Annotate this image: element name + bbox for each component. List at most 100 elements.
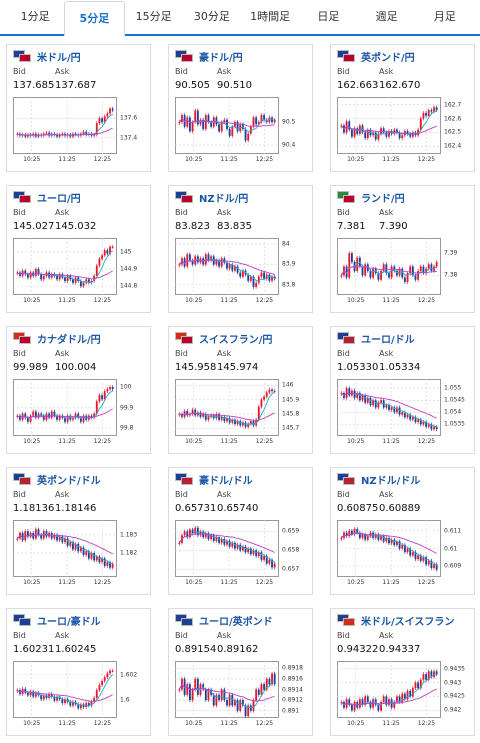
pair-name[interactable]: ランド/円 (361, 193, 405, 205)
pair-name[interactable]: NZドル/円 (199, 193, 249, 205)
rate-card[interactable]: ユーロ/ドル Bid Ask 1.05330 1.05334 1.055 1.0545 1.0… (330, 326, 475, 454)
timeframe-tab[interactable]: 30分足 (193, 10, 230, 23)
y-tick-label: 145 (120, 248, 132, 256)
pair-name[interactable]: 豪ドル/円 (199, 52, 243, 64)
candle-up (202, 413, 205, 417)
currency-pair-link[interactable]: ユーロ/豪ドル (13, 613, 101, 628)
mini-candlestick-chart[interactable]: 90.5 90.4 10:25 11:25 12:25 (175, 97, 309, 169)
rate-card[interactable]: ユーロ/英ポンド Bid Ask 0.89154 0.89162 0.8918 0.8916… (168, 608, 313, 736)
rate-card[interactable]: NZドル/ドル Bid Ask 0.60875 0.60889 0.611 0.61 0.60… (330, 467, 475, 595)
candle-down (364, 534, 367, 540)
timeframe-tab[interactable]: 15分足 (135, 10, 172, 23)
candle-down (212, 535, 215, 541)
timeframe-tab[interactable]: 5分足 (64, 1, 125, 36)
y-tick-label: 0.8916 (282, 675, 303, 683)
currency-pair-link[interactable]: NZドル/ドル (337, 472, 421, 487)
mini-candlestick-chart[interactable]: 7.39 7.38 10:25 11:25 12:25 (337, 238, 471, 310)
currency-pair-link[interactable]: NZドル/円 (175, 190, 249, 205)
mini-candlestick-chart[interactable]: 0.611 0.61 0.609 10:25 11:25 12:25 (337, 520, 471, 592)
currency-pair-link[interactable]: ランド/円 (337, 190, 405, 205)
currency-pair-link[interactable]: 豪ドル/円 (175, 49, 243, 64)
mini-candlestick-chart[interactable]: 1.055 1.0545 1.054 1.0535 10:25 11:25 12:25 (337, 379, 471, 451)
mini-candlestick-chart[interactable]: 162.7 162.6 162.5 162.4 10:25 11:25 12:25 (337, 97, 471, 169)
pair-name[interactable]: NZドル/ドル (361, 475, 421, 487)
pair-name[interactable]: 米ドル/円 (37, 52, 81, 64)
candle-up (422, 421, 425, 425)
x-tick-label: 12:25 (255, 579, 274, 586)
pair-name[interactable]: 米ドル/スイスフラン (361, 616, 455, 628)
rate-card[interactable]: カナダドル/円 Bid Ask 99.989 100.004 100 99.9 99.8 10:… (6, 326, 151, 454)
candle-down (369, 270, 372, 278)
rate-card[interactable]: ランド/円 Bid Ask 7.381 7.390 7.39 7.38 10:25 11:25 1… (330, 185, 475, 313)
moving-average-long (178, 533, 275, 553)
mini-candlestick-chart[interactable]: 0.8918 0.8916 0.8914 0.8912 0.891 10:25 11:25 1… (175, 661, 309, 733)
rate-card[interactable]: 英ポンド/ドル Bid Ask 1.18136 1.18146 1.183 1.182 10:… (6, 467, 151, 595)
mini-candlestick-chart[interactable]: 100 99.9 99.8 10:25 11:25 12:25 (13, 379, 147, 451)
candle-up (249, 421, 252, 424)
candle-up (417, 419, 420, 422)
currency-pair-link[interactable]: カナダドル/円 (13, 331, 101, 346)
pair-name[interactable]: ユーロ/英ポンド (199, 616, 273, 628)
ask-value: 0.94337 (379, 644, 421, 655)
y-tick-label: 1.0535 (444, 420, 465, 428)
rate-card[interactable]: スイスフラン/円 Bid Ask 145.958 145.974 146 145.9 145.… (168, 326, 313, 454)
x-tick-label: 12:25 (255, 438, 274, 445)
candle-up (220, 689, 223, 701)
pair-name[interactable]: スイスフラン/円 (199, 334, 273, 346)
pair-name[interactable]: ユーロ/豪ドル (37, 616, 101, 628)
currency-pair-link[interactable]: 豪ドル/ドル (175, 472, 253, 487)
pair-name[interactable]: 英ポンド/ドル (37, 475, 101, 487)
rate-card[interactable]: 豪ドル/円 Bid Ask 90.505 90.510 90.5 90.4 10:25 11:2… (168, 44, 313, 172)
candle-down (361, 266, 364, 276)
currency-pair-link[interactable]: 米ドル/スイスフラン (337, 613, 455, 628)
timeframe-tab[interactable]: 週足 (375, 10, 398, 23)
rate-card[interactable]: 米ドル/円 Bid Ask 137.685 137.687 137.6 137.4 10:25… (6, 44, 151, 172)
rate-card[interactable]: 豪ドル/ドル Bid Ask 0.65731 0.65740 0.659 0.658 0.65… (168, 467, 313, 595)
pair-name[interactable]: ユーロ/ドル (361, 334, 415, 346)
candle-down (430, 110, 433, 112)
currency-pair-link[interactable]: スイスフラン/円 (175, 331, 273, 346)
timeframe-tab[interactable]: 日足 (317, 10, 340, 23)
currency-pair-link[interactable]: ユーロ/円 (13, 190, 81, 205)
candle-up (417, 555, 420, 560)
mini-candlestick-chart[interactable]: 1.183 1.182 10:25 11:25 12:25 (13, 520, 147, 592)
candle-up (271, 276, 273, 281)
candle-down (24, 413, 27, 418)
mini-candlestick-chart[interactable]: 146 145.9 145.8 145.7 10:25 11:25 12:25 (175, 379, 309, 451)
mini-candlestick-chart[interactable]: 0.9435 0.943 0.9425 0.942 10:25 11:25 12:25 (337, 661, 471, 733)
timeframe-tab[interactable]: 月足 (433, 10, 456, 23)
timeframe-tab[interactable]: 1分足 (20, 10, 50, 23)
mini-candlestick-chart[interactable]: 1.602 1.6 10:25 11:25 12:25 (13, 661, 147, 733)
currency-pair-link[interactable]: 英ポンド/円 (337, 49, 415, 64)
candle-down (385, 696, 388, 705)
candle-down (87, 279, 90, 283)
currency-pair-link[interactable]: ユーロ/ドル (337, 331, 415, 346)
pair-name[interactable]: 豪ドル/ドル (199, 475, 253, 487)
candle-down (53, 696, 56, 701)
currency-pair-link[interactable]: 英ポンド/ドル (13, 472, 101, 487)
currency-pair-link[interactable]: ユーロ/英ポンド (175, 613, 273, 628)
rate-card[interactable]: ユーロ/円 Bid Ask 145.027 145.032 145 144.9 144.8 10… (6, 185, 151, 313)
candle-up (252, 117, 255, 127)
candle-down (263, 115, 266, 120)
mini-candlestick-chart[interactable]: 145 144.9 144.8 10:25 11:25 12:25 (13, 238, 147, 310)
rate-card[interactable]: NZドル/円 Bid Ask 83.823 83.835 84 83.9 83.8 10:25 1… (168, 185, 313, 313)
candle-down (72, 279, 74, 283)
mini-candlestick-chart[interactable]: 137.6 137.4 10:25 11:25 12:25 (13, 97, 147, 169)
currency-pair-link[interactable]: 米ドル/円 (13, 49, 81, 64)
pair-name[interactable]: 英ポンド/円 (361, 52, 415, 64)
candle-down (255, 550, 258, 557)
mini-candlestick-chart[interactable]: 0.659 0.658 0.657 10:25 11:25 12:25 (175, 520, 309, 592)
y-tick-label: 145.8 (282, 410, 300, 418)
bid-value: 90.505 (175, 80, 210, 91)
mini-candlestick-chart[interactable]: 84 83.9 83.8 10:25 11:25 12:25 (175, 238, 309, 310)
rate-card[interactable]: 英ポンド/円 Bid Ask 162.663 162.670 162.7 162.6 162.… (330, 44, 475, 172)
rate-card[interactable]: 米ドル/スイスフラン Bid Ask 0.94322 0.94337 0.9435 0.94… (330, 608, 475, 736)
rate-card[interactable]: ユーロ/豪ドル Bid Ask 1.60231 1.60245 1.602 1.6 10:25… (6, 608, 151, 736)
pair-name[interactable]: カナダドル/円 (37, 334, 101, 346)
pair-name[interactable]: ユーロ/円 (37, 193, 81, 205)
candle-down (382, 536, 385, 542)
timeframe-tab[interactable]: 1時間足 (250, 10, 291, 23)
x-tick-label: 10:25 (23, 720, 41, 727)
quote-flag-icon (343, 54, 355, 62)
